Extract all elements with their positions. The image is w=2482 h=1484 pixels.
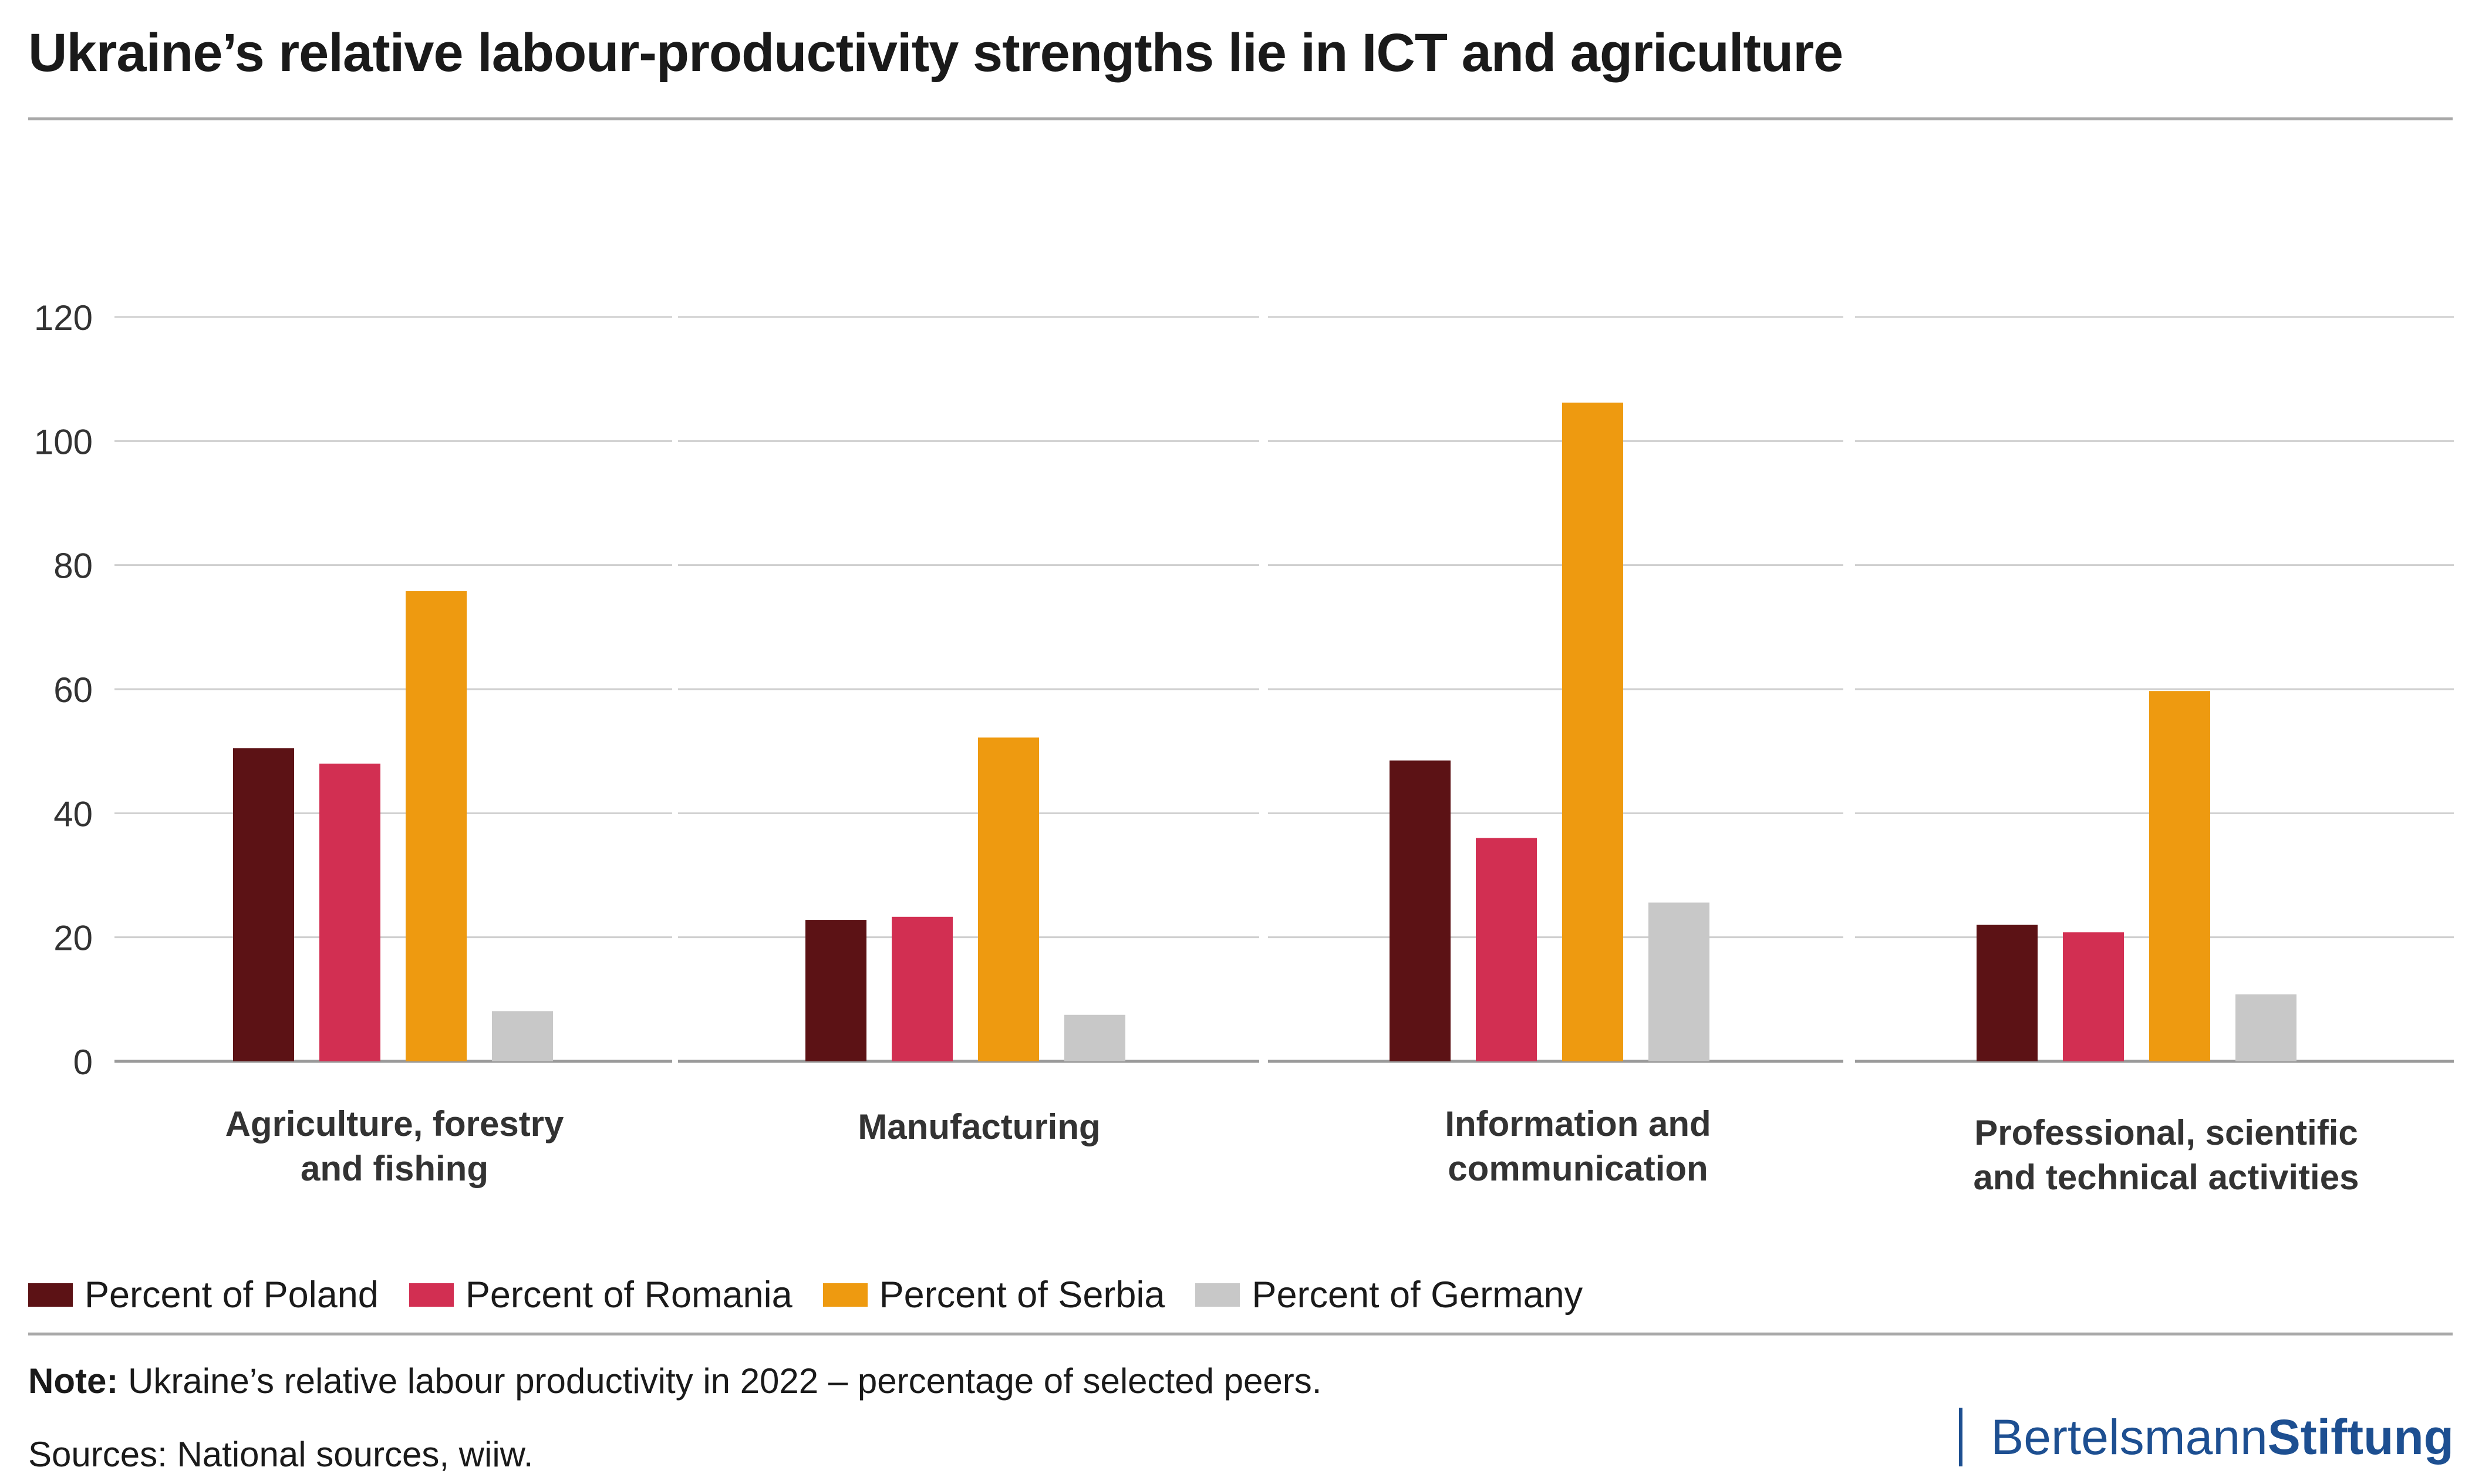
y-tick-label: 80: [53, 547, 93, 586]
chart-sources: Sources: National sources, wiiw.: [28, 1435, 534, 1474]
bar: [2063, 932, 2124, 1061]
legend-item-serbia: Percent of Serbia: [822, 1274, 1165, 1316]
legend-item-romania: Percent of Romania: [409, 1274, 793, 1316]
bar: [1648, 902, 1709, 1061]
chart-legend: Percent of Poland Percent of Romania Per…: [28, 1274, 1613, 1316]
brand-name-part2: Stiftung: [2267, 1409, 2454, 1465]
x-tick-label: and fishing: [301, 1149, 488, 1188]
footer-divider: [28, 1333, 2453, 1335]
note-label: Note:: [28, 1361, 119, 1401]
x-tick-label: Professional, scientific: [1974, 1113, 2358, 1152]
y-tick-label: 20: [53, 919, 93, 958]
bar: [978, 737, 1039, 1061]
legend-swatch-poland: [28, 1283, 73, 1307]
x-tick-label: Information and: [1445, 1104, 1711, 1144]
bar: [406, 591, 467, 1061]
bar: [1476, 838, 1537, 1061]
bar: [2235, 994, 2296, 1061]
brand-logo: BertelsmannStiftung: [1959, 1408, 2454, 1466]
bar: [233, 748, 294, 1061]
x-tick-label: Manufacturing: [858, 1107, 1100, 1146]
y-tick-label: 0: [73, 1043, 93, 1082]
note-text: Ukraine’s relative labour productivity i…: [118, 1361, 1322, 1401]
legend-swatch-romania: [409, 1283, 454, 1307]
y-tick-label: 40: [53, 794, 93, 834]
y-tick-label: 120: [34, 298, 93, 338]
bar: [1390, 760, 1451, 1061]
bar: [1562, 402, 1623, 1061]
y-tick-label: 100: [34, 422, 93, 461]
bar: [2149, 691, 2210, 1061]
legend-label-romania: Percent of Romania: [465, 1274, 793, 1316]
y-tick-label: 60: [53, 670, 93, 710]
brand-name-part1: Bertelsmann: [1991, 1409, 2268, 1465]
bar: [1977, 925, 2038, 1061]
chart-note: Note: Ukraine’s relative labour producti…: [28, 1361, 1321, 1401]
legend-item-germany: Percent of Germany: [1195, 1274, 1583, 1316]
bar: [319, 763, 380, 1061]
chart-title: Ukraine’s relative labour-productivity s…: [28, 23, 1843, 83]
bar: [892, 916, 953, 1061]
legend-swatch-serbia: [822, 1283, 868, 1307]
x-tick-label: and technical activities: [1974, 1158, 2359, 1197]
legend-item-poland: Percent of Poland: [28, 1274, 379, 1316]
legend-label-poland: Percent of Poland: [85, 1274, 379, 1316]
bar: [492, 1011, 553, 1061]
title-divider: [28, 117, 2453, 120]
bar-chart: 0 20 40 60 80 100 120 Agriculture, forestry and …: [34, 298, 2454, 1197]
legend-label-germany: Percent of Germany: [1252, 1274, 1583, 1316]
x-tick-label: Agriculture, forestry: [225, 1104, 564, 1144]
x-tick-label: communication: [1448, 1149, 1708, 1188]
brand-wordmark: BertelsmannStiftung: [1991, 1409, 2454, 1466]
legend-label-serbia: Percent of Serbia: [879, 1274, 1165, 1316]
brand-bar: [1959, 1408, 1963, 1466]
bar: [805, 920, 866, 1061]
bar: [1064, 1014, 1125, 1061]
legend-swatch-germany: [1195, 1283, 1240, 1307]
